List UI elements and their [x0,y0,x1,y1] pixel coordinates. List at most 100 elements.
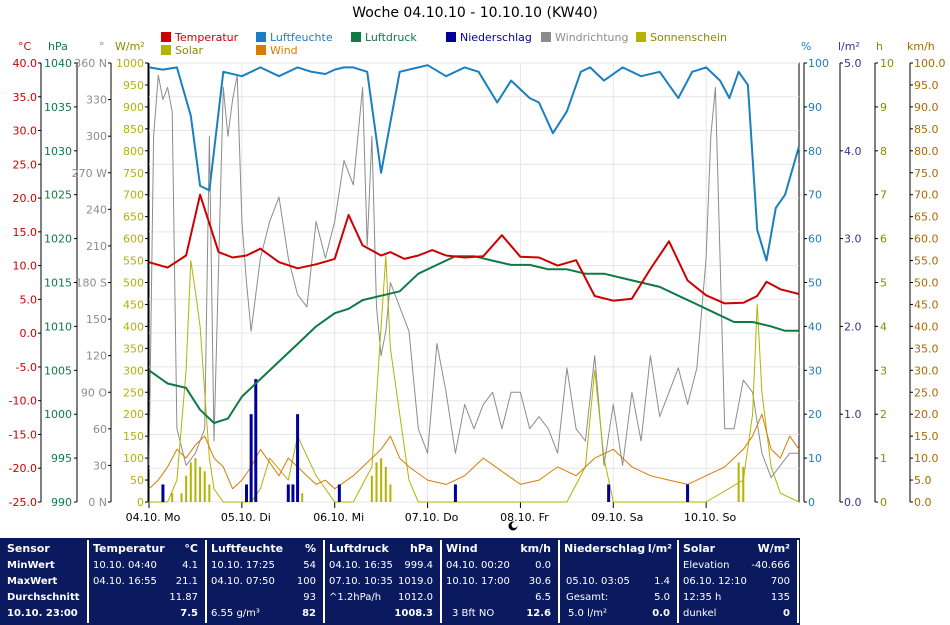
tick-label-sun: 3 [880,364,887,377]
niederschlag-total: 5.0 [654,592,670,603]
luftfeuchte-current-note: 6.55 g/m³ [211,608,260,619]
wind-max-time: 10.10. 17:00 [446,576,510,587]
tick-label-solar: 1000 [116,57,144,70]
bar-niederschlag [296,414,300,502]
bar-sonnenschein [180,493,183,502]
legend-luftdruck-label: Luftdruck [365,31,417,44]
moon-icon-highlight [511,522,518,528]
solar-max-time: 06.10. 12:10 [683,576,747,587]
wind-beaufort: 3 Bft NO [452,608,495,619]
tick-label-dir: 60 [93,423,107,436]
weather-chart: 40.035.030.025.020.015.010.05.00.0-5.0-1… [9,57,946,531]
tick-label-hum: 20 [808,408,822,421]
luftdruck-min-time: 04.10. 16:35 [329,560,393,571]
unit-wind: km/h [907,40,935,53]
tick-label-solar: 650 [123,211,144,224]
summary-col-niederschlag: Niederschlag l/m² 05.10. 03:05 1.4 Gesamt:… [560,540,676,623]
tick-label-temp: -10.0 [9,395,37,408]
legend-luftdruck: Luftdruck [351,31,417,44]
tick-label-temp: -25.0 [9,496,37,509]
tick-label-wind: 65.0 [914,211,939,224]
tick-label-sun: 8 [880,145,887,158]
solar-max: 700 [770,576,790,587]
tick-label-solar: 700 [123,189,144,202]
tick-label-temp: 40.0 [13,57,38,70]
tick-label-solar: 300 [123,364,144,377]
unit-solar: W/m² [115,40,145,53]
tick-label-temp: 20.0 [13,192,38,205]
summary-row-min: MinWert [7,560,55,571]
tick-label-press: 1035 [44,101,72,114]
bar-sonnenschein [380,458,383,502]
tick-label-temp: -20.0 [9,462,37,475]
tick-label-wind: 0.0 [914,496,932,509]
tick-label-temp: 10.0 [13,260,38,273]
tick-label-wind: 5.0 [914,474,932,487]
summary-row-max: MaxWert [7,576,58,587]
tick-label-wind: 25.0 [914,386,939,399]
tick-label-hum: 60 [808,233,822,246]
tick-label-wind: 45.0 [914,298,939,311]
legend-windrichtung-label: Windrichtung [555,31,629,44]
chart-title: Woche 04.10.10 - 10.10.10 (KW40) [352,5,598,21]
bar-niederschlag [337,484,341,502]
tick-label-sun: 9 [880,101,887,114]
series-line-luftfeuchte [148,64,800,262]
tick-label-sun: 0 [880,496,887,509]
bar-sonnenschein [194,458,197,502]
tick-label-solar: 150 [123,430,144,443]
tick-label-wind: 60.0 [914,233,939,246]
tick-label-solar: 250 [123,386,144,399]
tick-label-solar: 0 [137,496,144,509]
tick-label-dir: 0 N [88,496,107,509]
tick-label-sun: 4 [880,320,887,333]
tick-label-solar: 500 [123,277,144,290]
tick-label-press: 1030 [44,145,72,158]
luftdruck-head: Luftdruck [329,542,389,555]
tick-label-wind: 30.0 [914,364,939,377]
legend-solar: Solar [161,44,203,57]
tick-label-press: 995 [51,452,72,465]
tick-label-solar: 850 [123,123,144,136]
tick-label-solar: 350 [123,342,144,355]
summary-table: Sensor MinWert MaxWert Durchschnitt 10.1… [0,538,800,625]
bar-niederschlag [161,484,165,502]
niederschlag-total-label: Gesamt: [566,592,609,603]
luftdruck-min: 999.4 [404,560,433,571]
tick-label-hum: 10 [808,452,822,465]
legend-temperatur-label: Temperatur [175,31,239,44]
bar-sonnenschein [208,484,211,502]
tick-label-rain: 2.0 [844,320,862,333]
temperatur-min: 4.1 [182,560,198,571]
bar-sonnenschein [199,466,202,502]
bar-sonnenschein [370,475,373,502]
luftfeuchte-max: 100 [296,576,316,587]
summary-col-sensor: Sensor MinWert MaxWert Durchschnitt 10.1… [3,540,86,623]
tick-label-hum: 100 [808,57,829,70]
tick-label-wind: 15.0 [914,430,939,443]
tick-label-solar: 100 [123,452,144,465]
tick-label-hum: 90 [808,101,822,114]
bar-sonnenschein [737,462,740,502]
tick-label-dir: 90 O [81,386,107,399]
tick-label-hum: 80 [808,145,822,158]
x-tick-label: 04.10. Mo [126,511,181,524]
legend-niederschlag: Niederschlag [446,31,532,44]
bar-niederschlag [686,484,690,502]
niederschlag-max: 1.4 [654,576,670,587]
tick-label-sun: 6 [880,233,887,246]
tick-label-press: 1000 [44,408,72,421]
tick-label-press: 1025 [44,189,72,202]
tick-label-dir: 120 [86,350,107,363]
legend-wind: Wind [256,44,298,57]
solar-unit: W/m² [757,542,790,555]
bar-sonnenschein [189,462,192,502]
tick-label-temp: 0.0 [20,327,38,340]
series-line-temperatur [148,193,800,305]
luftdruck-max-time: 07.10. 10:35 [329,576,393,587]
solar-elevation-label: Elevation [683,560,730,571]
tick-label-dir: 300 [86,130,107,143]
luftdruck-current: 1008.3 [394,608,433,619]
tick-label-solar: 450 [123,298,144,311]
tick-label-wind: 95.0 [914,79,939,92]
